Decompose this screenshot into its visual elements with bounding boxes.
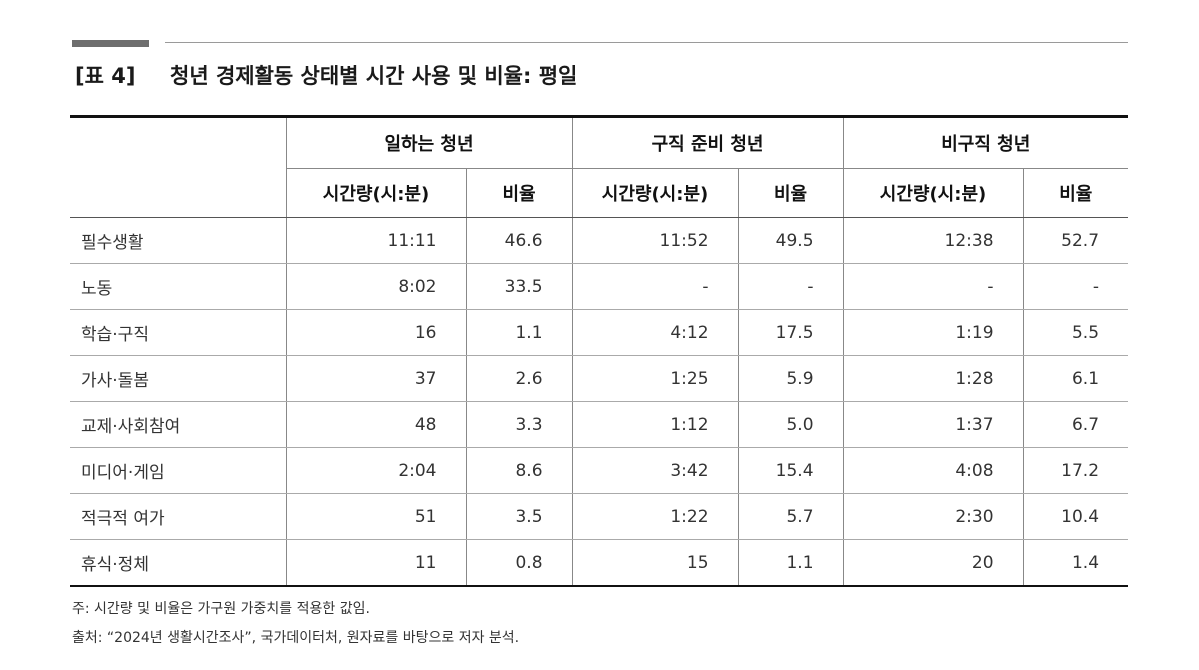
table-title: [표 4] 청년 경제활동 상태별 시간 사용 및 비율: 평일 <box>75 60 577 90</box>
row-label: 학습·구직 <box>70 309 286 356</box>
row-label: 가사·돌봄 <box>70 355 286 402</box>
table-note: 주: 시간량 및 비율은 가구원 가중치를 적용한 값임. <box>72 601 370 617</box>
column-header-ratio: 비율 <box>465 168 573 218</box>
table-cell: 1:19 <box>842 309 1024 356</box>
table-cell: 10.4 <box>1022 493 1129 540</box>
table-cell: 4:12 <box>571 309 739 356</box>
row-label: 적극적 여가 <box>70 493 286 540</box>
group-header-not-seeking: 비구직 청년 <box>842 115 1129 169</box>
table-cell: - <box>737 263 844 310</box>
column-header-time: 시간량(시:분) <box>571 168 739 218</box>
table-row: 교제·사회참여 48 3.3 1:12 5.0 1:37 6.7 <box>70 401 1129 448</box>
column-header-ratio: 비율 <box>1022 168 1129 218</box>
table-cell: 2:04 <box>285 447 466 494</box>
table-row: 노동 8:02 33.5 - - - - <box>70 263 1129 310</box>
row-label: 필수생활 <box>70 217 286 264</box>
table-title-text: 청년 경제활동 상태별 시간 사용 및 비율: 평일 <box>170 64 578 88</box>
table-cell: 5.0 <box>737 401 844 448</box>
title-accent-bar <box>72 40 149 47</box>
table-cell: 17.2 <box>1022 447 1129 494</box>
row-label: 노동 <box>70 263 286 310</box>
table-cell: 1:25 <box>571 355 739 402</box>
header-corner <box>70 115 286 218</box>
table-cell: 1.1 <box>737 539 844 587</box>
table-cell: 46.6 <box>465 217 573 264</box>
table-cell: 2:30 <box>842 493 1024 540</box>
table-cell: 33.5 <box>465 263 573 310</box>
table-row: 적극적 여가 51 3.5 1:22 5.7 2:30 10.4 <box>70 493 1129 540</box>
table-cell: 15 <box>571 539 739 587</box>
group-header-employed: 일하는 청년 <box>285 115 573 169</box>
table-cell: 37 <box>285 355 466 402</box>
table-cell: 11:11 <box>285 217 466 264</box>
table-row: 필수생활 11:11 46.6 11:52 49.5 12:38 52.7 <box>70 217 1129 264</box>
table-cell: 12:38 <box>842 217 1024 264</box>
table-cell: 2.6 <box>465 355 573 402</box>
table-cell: 52.7 <box>1022 217 1129 264</box>
table-cell: 4:08 <box>842 447 1024 494</box>
column-header-ratio: 비율 <box>737 168 844 218</box>
row-label: 교제·사회참여 <box>70 401 286 448</box>
table-cell: 1.1 <box>465 309 573 356</box>
table-cell: 11:52 <box>571 217 739 264</box>
title-rule <box>165 42 1128 43</box>
table-row: 가사·돌봄 37 2.6 1:25 5.9 1:28 6.1 <box>70 355 1129 402</box>
table-cell: 8:02 <box>285 263 466 310</box>
table-cell: 3:42 <box>571 447 739 494</box>
table-cell: 3.5 <box>465 493 573 540</box>
table-cell: 1:12 <box>571 401 739 448</box>
table-cell: 3.3 <box>465 401 573 448</box>
table-cell: 51 <box>285 493 466 540</box>
table-cell: 48 <box>285 401 466 448</box>
table-cell: - <box>571 263 739 310</box>
table-row: 휴식·정체 11 0.8 15 1.1 20 1.4 <box>70 539 1129 587</box>
table-cell: - <box>1022 263 1129 310</box>
table-number: [표 4] <box>75 64 136 88</box>
table-cell: 15.4 <box>737 447 844 494</box>
table-source: 출처: “2024년 생활시간조사”, 국가데이터처, 원자료를 바탕으로 저자… <box>72 630 520 646</box>
row-label: 미디어·게임 <box>70 447 286 494</box>
table-cell: 6.7 <box>1022 401 1129 448</box>
row-label: 휴식·정체 <box>70 539 286 587</box>
table-cell: 20 <box>842 539 1024 587</box>
table-cell: 5.5 <box>1022 309 1129 356</box>
table-cell: 1:28 <box>842 355 1024 402</box>
time-use-table: 일하는 청년 구직 준비 청년 비구직 청년 시간량(시:분) 비율 시간량(시… <box>70 115 1129 587</box>
group-header-jobseeking: 구직 준비 청년 <box>571 115 844 169</box>
table-cell: 5.7 <box>737 493 844 540</box>
table-row: 미디어·게임 2:04 8.6 3:42 15.4 4:08 17.2 <box>70 447 1129 494</box>
table-cell: 8.6 <box>465 447 573 494</box>
table-cell: 5.9 <box>737 355 844 402</box>
column-header-time: 시간량(시:분) <box>285 168 466 218</box>
table-cell: 6.1 <box>1022 355 1129 402</box>
table-cell: 0.8 <box>465 539 573 587</box>
table-cell: 16 <box>285 309 466 356</box>
column-header-time: 시간량(시:분) <box>842 168 1024 218</box>
table-cell: 49.5 <box>737 217 844 264</box>
table-cell: 1:22 <box>571 493 739 540</box>
table-cell: - <box>842 263 1024 310</box>
table-cell: 1.4 <box>1022 539 1129 587</box>
table-cell: 1:37 <box>842 401 1024 448</box>
table-row: 학습·구직 16 1.1 4:12 17.5 1:19 5.5 <box>70 309 1129 356</box>
table-cell: 11 <box>285 539 466 587</box>
table-cell: 17.5 <box>737 309 844 356</box>
